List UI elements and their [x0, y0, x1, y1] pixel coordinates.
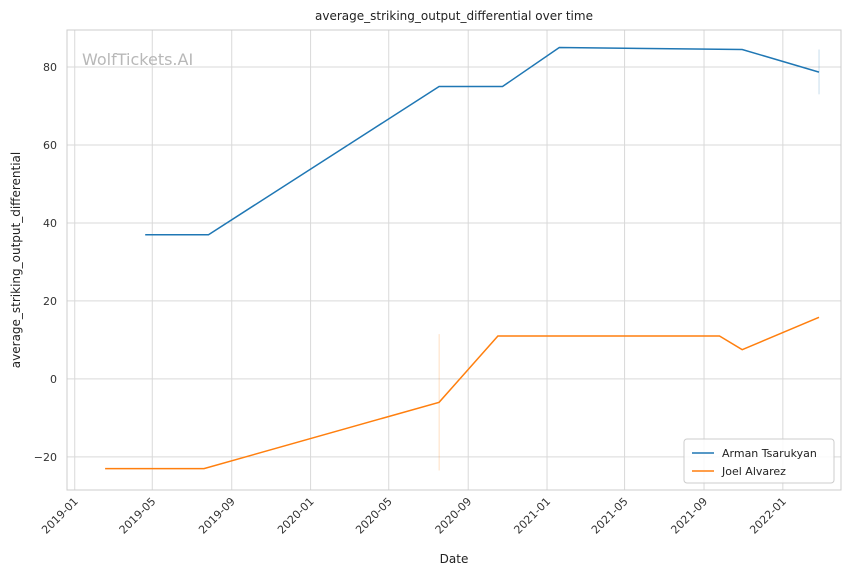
y-tick-label: 40	[43, 217, 57, 230]
x-tick-label: 2019-01	[39, 495, 81, 537]
chart-title: average_striking_output_differential ove…	[315, 9, 593, 23]
legend-label-1: Joel Alvarez	[721, 465, 786, 478]
x-tick-label: 2020-05	[353, 495, 395, 537]
x-tick-label: 2019-09	[196, 495, 238, 537]
legend: Arman Tsarukyan Joel Alvarez	[683, 438, 835, 484]
x-tick-label: 2020-09	[433, 495, 475, 537]
y-tick-label: 80	[43, 61, 57, 74]
series-lines	[105, 46, 820, 471]
x-tick-label: 2021-05	[589, 495, 631, 537]
y-tick-label: −20	[34, 451, 57, 464]
watermark-text: WolfTickets.AI	[82, 50, 193, 69]
x-tick-label: 2020-01	[275, 495, 317, 537]
x-tick-label: 2021-09	[668, 495, 710, 537]
grid	[67, 30, 841, 490]
legend-label-0: Arman Tsarukyan	[722, 447, 817, 460]
x-axis-title: Date	[440, 552, 469, 566]
y-tick-labels: −20 0 20 40 60 80	[34, 61, 57, 464]
y-axis-title: average_striking_output_differential	[9, 152, 23, 368]
y-tick-label: 0	[50, 373, 57, 386]
y-tick-label: 20	[43, 295, 57, 308]
x-tick-label: 2022-01	[747, 495, 789, 537]
plot-area-frame	[66, 29, 842, 491]
legend-box	[683, 438, 835, 484]
x-tick-label: 2021-01	[511, 495, 553, 537]
series-line-0	[145, 46, 820, 236]
x-tick-labels: 2019-01 2019-05 2019-09 2020-01 2020-05 2020-…	[39, 495, 789, 537]
series-line-1	[105, 316, 820, 470]
y-tick-label: 60	[43, 139, 57, 152]
x-tick-label: 2019-05	[117, 495, 159, 537]
